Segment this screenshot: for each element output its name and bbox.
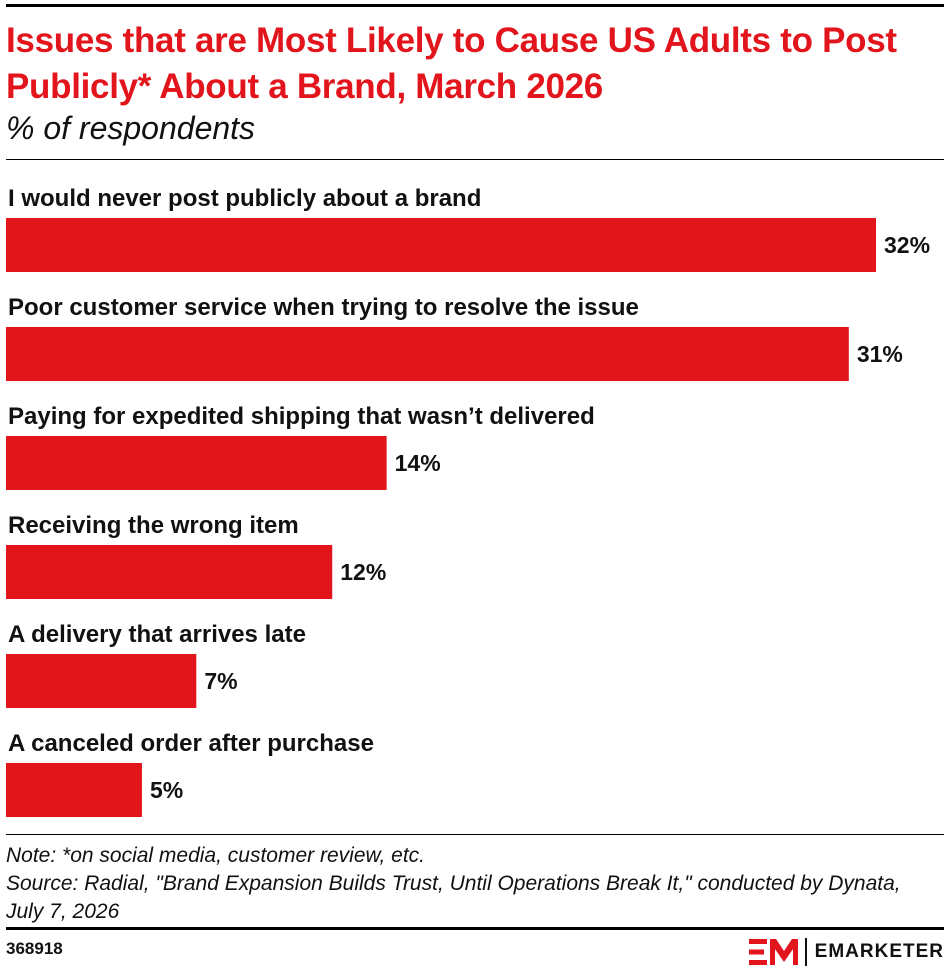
value-label: 5%: [150, 777, 183, 803]
brand-wordmark: EMARKETER: [814, 941, 944, 962]
bottom-rule: [6, 927, 944, 930]
footer-rule: [6, 834, 944, 835]
top-rule: [6, 4, 944, 7]
bar-chart: I would never post publicly about a bran…: [6, 185, 930, 817]
value-label: 7%: [204, 668, 237, 694]
header-rule: [6, 159, 944, 160]
chart-footnote: Note: *on social media, customer review,…: [6, 842, 942, 926]
category-label: Poor customer service when trying to res…: [8, 294, 639, 321]
value-label: 12%: [340, 559, 386, 585]
bar: [6, 654, 197, 708]
chart-id: 368918: [6, 939, 63, 958]
bar: [6, 545, 333, 599]
category-label: Paying for expedited shipping that wasn’…: [8, 403, 595, 430]
chart-title: Issues that are Most Likely to Cause US …: [6, 21, 897, 106]
category-label: Receiving the wrong item: [8, 512, 299, 539]
emarketer-em-logo-icon: [748, 939, 798, 965]
value-label: 14%: [395, 450, 441, 476]
bar: [6, 327, 849, 381]
bar: [6, 218, 876, 272]
category-label: I would never post publicly about a bran…: [8, 185, 481, 212]
category-label: A canceled order after purchase: [8, 730, 374, 757]
bar: [6, 436, 387, 490]
bar: [6, 763, 142, 817]
category-label: A delivery that arrives late: [8, 621, 306, 648]
source-text: Source: Radial, "Brand Expansion Builds …: [6, 872, 901, 923]
value-label: 31%: [857, 341, 903, 367]
value-label: 32%: [884, 232, 930, 258]
chart-subtitle: % of respondents: [6, 110, 256, 146]
brand-logo: EMARKETER: [748, 936, 944, 968]
logo-separator: [804, 938, 807, 966]
note-text: Note: *on social media, customer review,…: [6, 844, 426, 867]
